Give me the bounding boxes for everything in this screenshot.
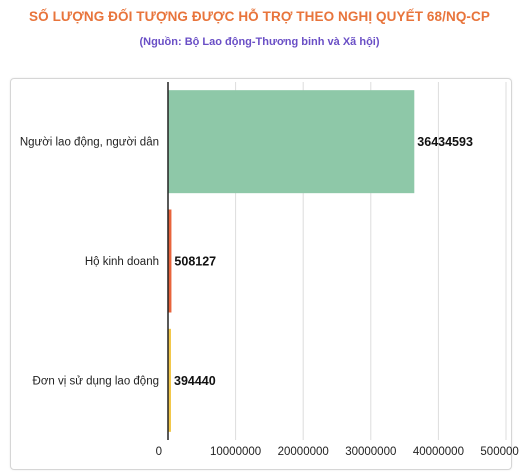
category-label: Hộ kinh doanh: [85, 256, 159, 268]
data-label: 36434593: [417, 135, 473, 149]
bar: [168, 209, 172, 313]
chart-title: SỐ LƯỢNG ĐỐI TƯỢNG ĐƯỢC HỖ TRỢ THEO NGHỊ…: [29, 9, 490, 24]
bar: [168, 328, 171, 432]
bar: [168, 90, 415, 194]
x-tick-label: 20000000: [278, 446, 329, 458]
category-label: Người lao động, người dân: [20, 137, 159, 149]
chart-subtitle: (Nguồn: Bộ Lao động-Thương binh và Xã hộ…: [139, 36, 380, 48]
x-tick-label: 10000000: [210, 446, 261, 458]
x-tick-label: 50000000: [480, 446, 519, 458]
category-label: Đơn vị sử dụng lao động: [33, 375, 159, 387]
x-tick-label: 40000000: [413, 446, 464, 458]
data-label: 394440: [174, 374, 216, 388]
data-label: 508127: [174, 255, 216, 269]
x-tick-label: 0: [156, 446, 162, 458]
x-tick-label: 30000000: [345, 446, 396, 458]
